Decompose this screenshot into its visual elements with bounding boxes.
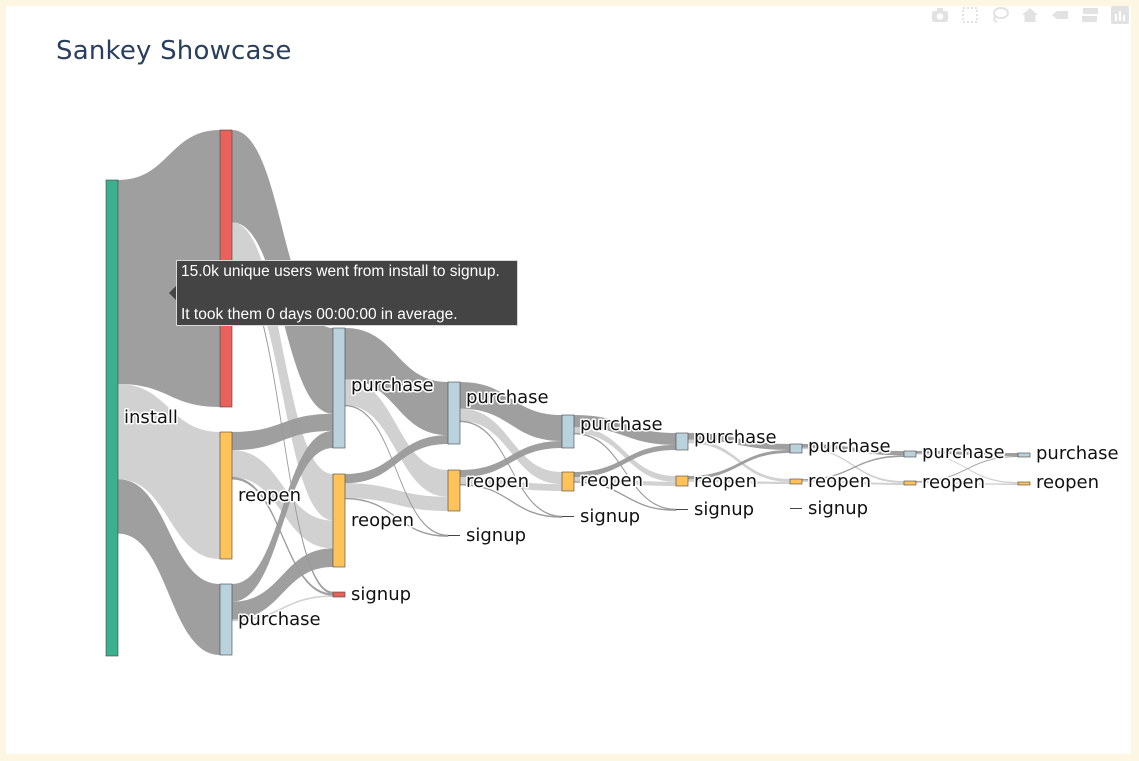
sankey-link-n3-n4[interactable] [232,430,333,602]
sankey-node-label-n12: signup [580,506,640,527]
sankey-link-n13-n17[interactable] [688,439,790,482]
sankey-node-reopen-n2[interactable] [219,431,233,560]
sankey-node-label-n2: reopen [238,485,301,506]
sankey-node-purchase-n10[interactable] [561,414,575,449]
sankey-link-n0-n1[interactable] [118,130,220,407]
sankey-node-signup-n15[interactable] [676,509,688,510]
sankey-link-n3-n5[interactable] [232,548,333,620]
compare-icon[interactable] [1077,4,1103,26]
sankey-link-n17-n19[interactable] [802,455,904,481]
sankey-link-n14-n16[interactable] [688,450,790,480]
sankey-link-n17-n20[interactable] [802,480,904,485]
sankey-node-label-n0: install [124,407,178,428]
sankey-link-n3-n6[interactable] [232,595,333,622]
spike-icon[interactable] [1047,4,1073,26]
sankey-link-n16-n20[interactable] [802,447,904,483]
sankey-node-label-n5: reopen [351,510,414,531]
sankey-node-label-n13: purchase [694,427,777,448]
sankey-link-n20-n21[interactable] [916,456,1018,482]
sankey-link-n5-n9[interactable] [344,497,449,537]
sankey-link-n16-n19[interactable] [802,444,904,456]
sankey-node-label-n18: signup [808,498,868,519]
sankey-link-n4-n8[interactable] [345,379,448,497]
sankey-node-label-n15: signup [694,499,754,520]
sankey-link-n8-n11[interactable] [460,477,562,491]
links-layer [118,130,1018,655]
camera-icon[interactable] [927,4,953,26]
sankey-node-install-n0[interactable] [105,179,119,657]
sankey-node-reopen-n8[interactable] [447,469,461,512]
sankey-node-label-n9: signup [466,525,526,546]
tooltip-arrow [169,285,177,301]
sankey-node-label-n7: purchase [466,387,549,408]
sankey-node-label-n11: reopen [580,470,643,491]
sankey-link-n20-n22[interactable] [916,482,1018,485]
sankey-link-n2-n5[interactable] [232,450,333,549]
box-select-icon[interactable] [957,4,983,26]
lasso-icon[interactable] [987,4,1013,26]
sankey-link-n0-n2[interactable] [118,384,220,559]
sankey-link-n5-n7[interactable] [345,435,448,484]
sankey-link-n7-n10[interactable] [460,382,562,442]
sankey-node-reopen-n11[interactable] [561,471,575,492]
sankey-link-n10-n13[interactable] [574,415,676,445]
sankey-link-n7-n11[interactable] [460,408,562,485]
labels-layer: install signup reopen purchase purchase reope… [123,259,1121,632]
sankey-link-n2-n4[interactable] [232,413,333,451]
sankey-link-n8-n12[interactable] [459,483,563,518]
sankey-link-n11-n15[interactable] [573,481,677,511]
sankey-node-purchase-n21[interactable] [1017,452,1031,458]
sankey-node-signup-n9[interactable] [448,535,460,536]
sankey-link-n13-n16[interactable] [688,433,790,450]
sankey-node-label-n3: purchase [238,609,321,630]
sankey-link-n4-n7[interactable] [345,328,448,436]
sankey-node-purchase-n4[interactable] [332,327,346,449]
sankey-node-reopen-n17[interactable] [789,478,803,485]
plotly-logo-icon[interactable] [1107,4,1133,26]
sankey-node-purchase-n16[interactable] [789,443,803,454]
sankey-node-purchase-n7[interactable] [447,381,461,445]
sankey-link-n14-n17[interactable] [688,479,790,484]
tooltip-line-1: 15.0k unique users went from install to … [181,263,500,280]
tooltip-line-2: It took them 0 days 00:00:00 in average. [181,306,458,323]
sankey-link-n19-n21[interactable] [916,451,1018,456]
sankey-node-label-n14: reopen [694,471,757,492]
sankey-node-label-n21: purchase [1036,443,1119,464]
sankey-node-label-n17: reopen [808,471,871,492]
hover-tooltip: 15.0k unique users went from install to … [176,260,518,326]
home-icon[interactable] [1017,4,1043,26]
sankey-link-n5-n8[interactable] [345,483,448,511]
sankey-link-n0-n3[interactable] [118,479,220,655]
sankey-node-label-n6: signup [351,584,411,605]
sankey-node-label-n8: reopen [466,471,529,492]
sankey-node-label-n19: purchase [922,442,1005,463]
sankey-node-signup-n6[interactable] [332,591,346,598]
sankey-link-n11-n14[interactable] [574,477,676,486]
sankey-link-n10-n14[interactable] [574,427,676,482]
sankey-link-n8-n10[interactable] [460,441,562,478]
sankey-node-reopen-n20[interactable] [903,480,917,486]
sankey-link-n11-n13[interactable] [574,444,676,478]
sankey-node-label-n16: purchase [808,436,891,457]
sankey-link-n1-n5[interactable] [232,222,333,521]
sankey-node-label-n22: reopen [1036,472,1099,493]
sankey-node-purchase-n19[interactable] [903,450,917,458]
sankey-node-signup-n18[interactable] [790,508,802,509]
modebar [927,4,1133,26]
sankey-node-purchase-n3[interactable] [219,583,233,656]
sankey-node-signup-n12[interactable] [562,516,574,517]
sankey-node-reopen-n14[interactable] [675,475,689,487]
sankey-node-purchase-n13[interactable] [675,432,689,451]
chart-title: Sankey Showcase [56,36,292,66]
sankey-node-label-n20: reopen [922,472,985,493]
sankey-node-reopen-n5[interactable] [332,473,346,568]
sankey-node-reopen-n22[interactable] [1017,481,1031,486]
sankey-node-label-n10: purchase [580,414,663,435]
sankey-node-label-n4: purchase [351,375,434,396]
